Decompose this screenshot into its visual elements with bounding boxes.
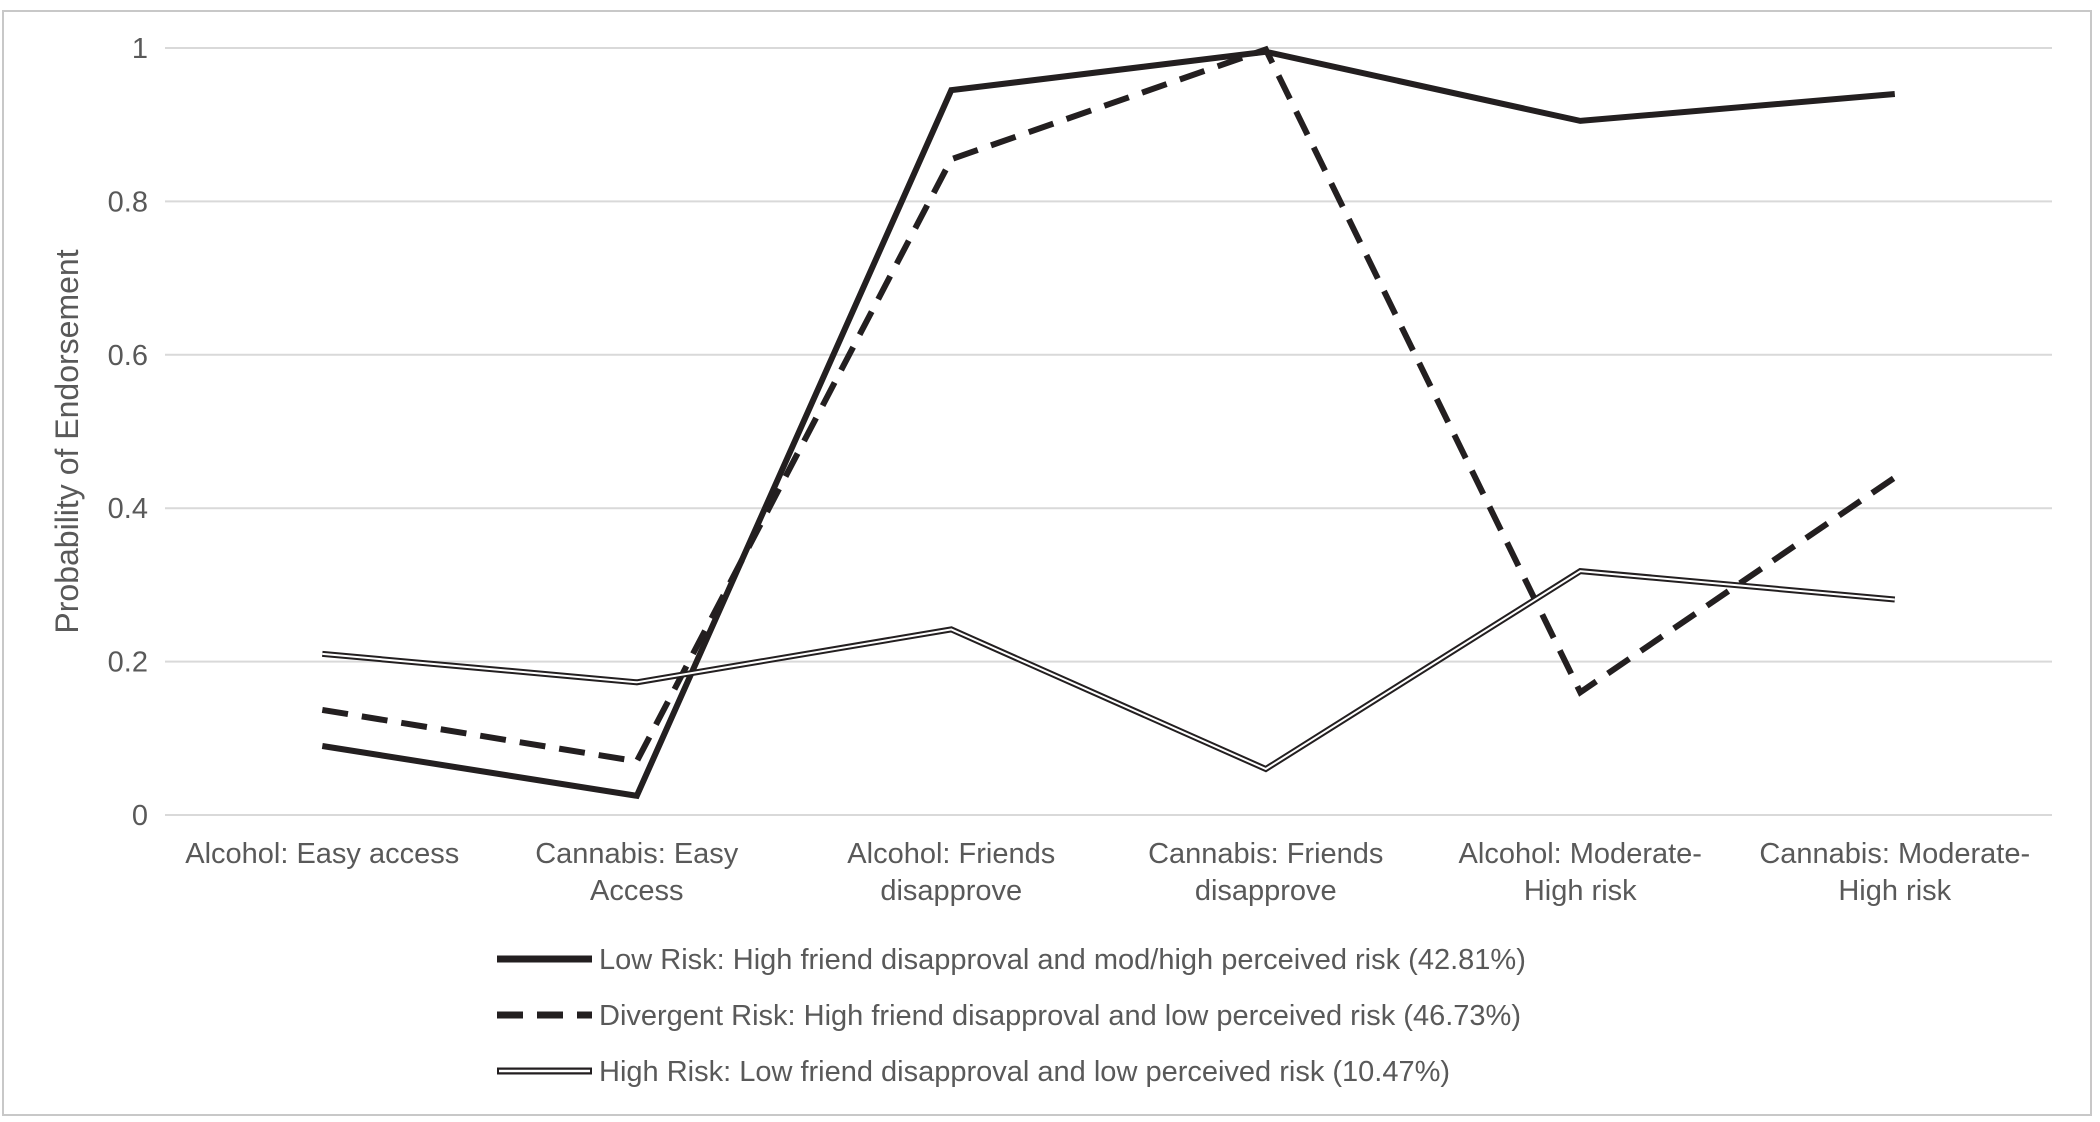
legend-label: Low Risk: High friend disapproval and mo… (599, 944, 1526, 976)
legend-item: Divergent Risk: High friend disapproval … (497, 1000, 1521, 1032)
x-tick-label: Alcohol: Easy access (185, 838, 459, 870)
x-axis-ticks: Alcohol: Easy access Cannabis: Easy Access… (185, 838, 2030, 907)
x-tick-label-line: High risk (1838, 875, 1951, 907)
y-tick-label: 0.6 (108, 340, 148, 372)
chart-frame (2, 10, 2092, 1116)
x-tick-label: Cannabis: Easy Access (535, 838, 739, 907)
y-tick-label: 0 (132, 800, 148, 832)
series-line (321, 45, 1897, 765)
gridlines (165, 47, 2052, 816)
series-dashed (321, 45, 1897, 765)
legend: Low Risk: High friend disapproval and mo… (497, 944, 1526, 1088)
series-line-inner (322, 570, 1895, 771)
x-tick-label-line: Access (590, 875, 683, 907)
x-tick-label-line: Alcohol: Easy access (185, 838, 459, 870)
legend-label: Divergent Risk: High friend disapproval … (599, 1000, 1521, 1032)
y-axis-ticks: 0 0.2 0.4 0.6 0.8 1 (108, 33, 148, 832)
x-tick-label-line: disapprove (880, 875, 1022, 907)
y-tick-label: 0.4 (108, 493, 148, 525)
series-line (321, 48, 1896, 800)
x-tick-label: Alcohol: Moderate- High risk (1459, 838, 1702, 907)
legend-item: High Risk: Low friend disapproval and lo… (497, 1056, 1450, 1088)
x-tick-label-line: Alcohol: Friends (847, 838, 1055, 870)
x-tick-label: Alcohol: Friends disapprove (847, 838, 1055, 907)
x-tick-label-line: Cannabis: Easy (535, 838, 739, 870)
data-series (321, 45, 1897, 800)
y-tick-label: 0.2 (108, 647, 148, 679)
x-tick-label-line: Cannabis: Friends (1148, 838, 1383, 870)
x-tick-label-line: disapprove (1195, 875, 1337, 907)
y-axis-title: Probability of Endorsement (49, 249, 85, 633)
series-double (322, 568, 1896, 773)
y-tick-label: 0.8 (108, 186, 148, 218)
x-tick-label: Cannabis: Moderate- High risk (1759, 838, 2030, 907)
x-tick-label-line: High risk (1524, 875, 1637, 907)
legend-label: High Risk: Low friend disapproval and lo… (599, 1056, 1450, 1088)
y-tick-label: 1 (132, 33, 148, 65)
legend-item: Low Risk: High friend disapproval and mo… (497, 944, 1526, 976)
x-tick-label-line: Alcohol: Moderate- (1459, 838, 1702, 870)
x-tick-label: Cannabis: Friends disapprove (1148, 838, 1383, 907)
series-solid (321, 48, 1896, 800)
x-tick-label-line: Cannabis: Moderate- (1759, 838, 2030, 870)
series-line-outer (322, 568, 1896, 773)
